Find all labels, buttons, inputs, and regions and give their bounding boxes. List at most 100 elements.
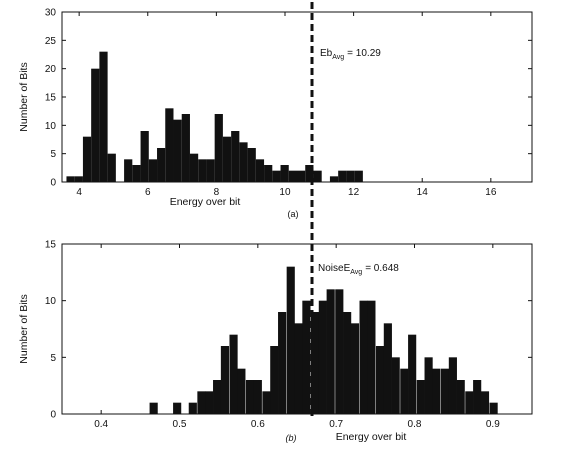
histogram-bar-a-28 [305,165,314,182]
x-tick-label-a-1: 6 [145,187,151,198]
plot-frame-a [61,11,533,183]
y-tick-label-b-0: 0 [50,410,56,421]
y-tick-label-a-5: 25 [45,36,57,47]
histogram-bar-b-20 [335,289,344,414]
x-tick-label-b-4: 0.8 [408,419,422,430]
histogram-bar-b-31 [424,357,433,414]
histogram-bar-a-14 [189,153,199,182]
histogram-bar-a-12 [173,119,182,182]
x-tick-label-a-4: 12 [348,187,360,198]
x-tick-label-a-6: 16 [485,187,497,198]
histogram-bar-b-5 [213,380,222,414]
histogram-bar-b-36 [465,391,474,414]
histogram-bar-a-31 [338,170,347,182]
histogram-bar-a-5 [107,153,116,182]
marker-annotation-a: EbAvg = 10.29 [320,48,381,61]
histogram-bar-a-16 [206,159,215,182]
y-ticks-b: 0 5 10 15 [45,240,532,421]
histogram-bar-b-4 [205,391,214,414]
histogram-bar-a-10 [157,148,166,182]
y-tick-label-b-2: 10 [45,296,57,307]
panel-label-a: (a) [288,209,299,219]
histogram-bar-a-23 [264,165,273,182]
histogram-bar-a-7 [132,165,141,182]
histogram-bar-b-11 [262,391,271,414]
histogram-bar-b-14 [286,266,295,414]
histogram-bar-b-19 [326,289,335,414]
histogram-bar-a-11 [165,108,174,182]
x-axis-label-b: Energy over bit [336,431,407,443]
histogram-bar-a-29 [313,170,322,182]
histogram-bar-a-20 [239,142,248,182]
histogram-bar-b-7 [229,334,238,414]
histogram-panel-a: 4 6 8 10 12 14 16 0 5 10 15 20 25 30 Energy over bit… [18,8,533,219]
y-axis-label-a: Number of Bits [18,62,30,131]
y-tick-label-b-3: 15 [45,240,57,251]
histogram-bar-b-2 [188,402,197,414]
histogram-bar-b-18 [318,300,327,414]
histogram-bar-b-27 [391,357,400,414]
histogram-bar-a-25 [280,165,289,182]
histogram-bar-b-35 [456,380,465,414]
histogram-bar-a-8 [140,131,149,182]
histogram-bar-b-12 [270,346,279,414]
x-tick-label-a-2: 8 [214,187,220,198]
marker-annotation-b: NoiseEAvg = 0.648 [318,263,399,276]
histogram-bar-b-24 [367,300,376,414]
x-tick-label-b-0: 0.4 [94,419,108,430]
histogram-panel-b: 0.4 0.5 0.6 0.7 0.8 0.9 0 5 10 15 Energy over bi… [18,240,533,443]
histogram-bar-a-13 [181,114,190,182]
histogram-bar-a-24 [272,170,281,182]
histogram-bar-b-34 [448,357,457,414]
histogram-bar-a-4 [99,51,108,182]
histogram-bar-a-17 [214,114,223,182]
x-tick-label-a-5: 14 [417,187,429,198]
y-tick-label-a-1: 5 [50,149,56,160]
x-axis-label-a: Energy over bit [170,196,241,208]
histogram-bar-b-16 [302,300,311,414]
histogram-bar-a-27 [297,170,306,182]
histogram-bar-b-25 [375,346,385,414]
histogram-bar-b-8 [237,368,246,414]
histogram-bar-b-23 [359,300,368,414]
x-tick-label-b-2: 0.6 [251,419,265,430]
histogram-bar-a-33 [354,170,363,182]
histogram-bar-b-29 [408,334,417,414]
x-tick-label-a-3: 10 [279,187,291,198]
histogram-bar-a-18 [222,136,232,182]
histogram-bar-a-32 [346,170,355,182]
histogram-bar-b-1 [173,402,182,414]
histogram-bar-a-9 [148,159,158,182]
histogram-bar-a-30 [329,176,339,182]
y-tick-label-a-4: 20 [45,64,57,75]
histogram-bar-b-37 [473,380,482,414]
y-tick-label-b-1: 5 [50,353,56,364]
histogram-bar-b-3 [197,391,206,414]
histogram-bar-a-15 [198,159,207,182]
histogram-bar-a-2 [82,136,92,182]
histogram-bar-b-33 [440,368,450,414]
histogram-bar-a-22 [255,159,265,182]
x-tick-label-b-5: 0.9 [486,419,500,430]
histogram-bar-b-22 [350,323,360,414]
histogram-bar-a-3 [91,68,100,182]
x-ticks-a: 4 6 8 10 12 14 16 [76,12,497,198]
y-tick-label-a-3: 15 [45,93,57,104]
histogram-bar-b-0 [149,402,158,414]
y-tick-label-a-2: 10 [45,121,57,132]
histogram-bar-a-21 [247,148,256,182]
x-tick-label-b-3: 0.7 [329,419,343,430]
histogram-bar-b-6 [220,346,230,414]
histogram-bar-b-38 [480,391,490,414]
histogram-bar-a-19 [231,131,240,182]
histogram-bar-b-26 [383,323,392,414]
y-tick-label-a-6: 30 [45,8,57,19]
histogram-bar-b-15 [294,323,303,414]
x-tick-label-a-0: 4 [76,187,82,198]
histogram-bar-b-28 [400,368,409,414]
histogram-bar-b-21 [343,312,352,414]
histogram-bar-b-30 [416,380,425,414]
histogram-bar-b-9 [245,380,255,414]
y-ticks-a: 0 5 10 15 20 25 30 [45,8,532,189]
histogram-bar-b-13 [278,312,287,414]
